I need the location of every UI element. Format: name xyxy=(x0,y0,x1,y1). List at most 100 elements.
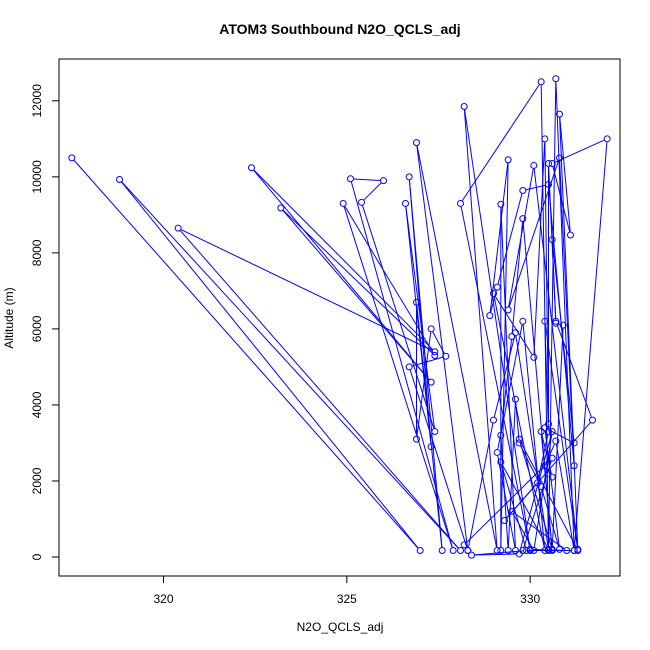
data-point xyxy=(548,160,556,168)
data-point xyxy=(427,443,435,451)
series-segment xyxy=(508,160,559,307)
series-segment xyxy=(513,514,533,548)
data-point xyxy=(405,363,413,371)
series-segment xyxy=(73,160,419,549)
data-point xyxy=(431,348,439,356)
series-segment xyxy=(497,193,523,284)
series-segment xyxy=(412,356,443,367)
series-segment xyxy=(467,423,494,548)
data-point xyxy=(545,160,552,168)
series-segment xyxy=(343,206,453,548)
series-segment xyxy=(551,328,564,548)
series-segment xyxy=(362,205,435,429)
series-segment xyxy=(466,460,551,543)
series-segment xyxy=(408,180,443,548)
data-point xyxy=(431,428,439,436)
data-point xyxy=(541,135,549,143)
data-point xyxy=(541,317,549,325)
series-segment xyxy=(493,335,516,417)
data-point xyxy=(603,135,611,143)
data-point xyxy=(339,199,347,207)
series-segment xyxy=(409,370,468,548)
data-point xyxy=(519,215,527,223)
data-point xyxy=(413,435,420,443)
series-segment xyxy=(463,109,498,548)
series-segment xyxy=(544,324,549,429)
series-segment xyxy=(494,296,533,355)
series-segment xyxy=(416,145,497,548)
data-point xyxy=(515,439,523,447)
data-point xyxy=(460,103,468,111)
data-point xyxy=(530,353,538,361)
data-point xyxy=(552,75,560,83)
data-point xyxy=(427,325,435,333)
data-point xyxy=(68,154,76,162)
data-point xyxy=(431,352,439,360)
data-point xyxy=(116,176,123,184)
series-segment xyxy=(500,438,509,548)
data-point xyxy=(556,110,563,118)
series-segment xyxy=(559,117,579,547)
data-point xyxy=(438,547,446,555)
series-segment xyxy=(464,109,531,548)
data-point xyxy=(519,187,527,195)
series-segment xyxy=(522,324,546,548)
data-point xyxy=(512,329,519,337)
data-point xyxy=(556,154,563,162)
data-point xyxy=(541,462,549,470)
series-segment xyxy=(515,335,549,547)
data-point xyxy=(570,439,578,447)
series-segment xyxy=(474,553,516,556)
x-axis-label: N2O_QCLS_adj xyxy=(297,620,384,634)
data-point xyxy=(548,545,556,553)
data-point xyxy=(460,541,468,549)
data-point xyxy=(504,547,512,555)
series-segment xyxy=(353,178,381,181)
data-point xyxy=(493,547,501,555)
series-segment xyxy=(533,142,546,355)
series-segment xyxy=(506,485,536,519)
series-segment xyxy=(416,145,468,548)
series-segment xyxy=(416,332,432,436)
series-segment xyxy=(282,210,433,354)
data-point xyxy=(413,298,420,306)
data-point xyxy=(570,462,578,470)
data-point xyxy=(589,416,596,424)
y-tick-label: 4000 xyxy=(30,391,44,418)
series-segment xyxy=(520,445,541,484)
data-point xyxy=(570,547,578,555)
data-point xyxy=(277,204,285,212)
series-segment xyxy=(502,464,548,547)
data-point xyxy=(347,175,354,183)
y-tick-label: 12000 xyxy=(30,84,44,118)
series-segment xyxy=(515,402,520,440)
y-axis: 0 2000 4000 6000 8000 10000 12000 xyxy=(30,84,60,560)
x-tick-label: 325 xyxy=(337,592,357,606)
data-point xyxy=(504,306,512,314)
data-point xyxy=(537,483,545,491)
data-point xyxy=(413,139,420,147)
data-point xyxy=(545,420,552,428)
series-segment xyxy=(180,230,459,549)
x-tick-label: 320 xyxy=(153,592,173,606)
data-point xyxy=(556,545,563,553)
series-segment xyxy=(363,182,382,201)
data-point xyxy=(552,319,560,327)
series-points xyxy=(68,75,611,559)
data-point xyxy=(512,395,519,403)
series-segment xyxy=(121,181,419,549)
series-segment xyxy=(501,465,527,548)
series-segment xyxy=(497,455,516,548)
series-segment xyxy=(533,168,578,547)
data-point xyxy=(534,479,541,487)
data-point xyxy=(537,78,545,86)
series-segment xyxy=(520,441,577,548)
data-point xyxy=(416,547,424,555)
data-point xyxy=(545,428,552,436)
data-point xyxy=(541,424,549,432)
series-segment xyxy=(253,169,433,350)
data-point xyxy=(358,198,365,206)
series-segment xyxy=(556,324,592,418)
series-segment xyxy=(181,229,432,351)
chart-title: ATOM3 Southbound N2O_QCLS_adj xyxy=(219,21,460,37)
